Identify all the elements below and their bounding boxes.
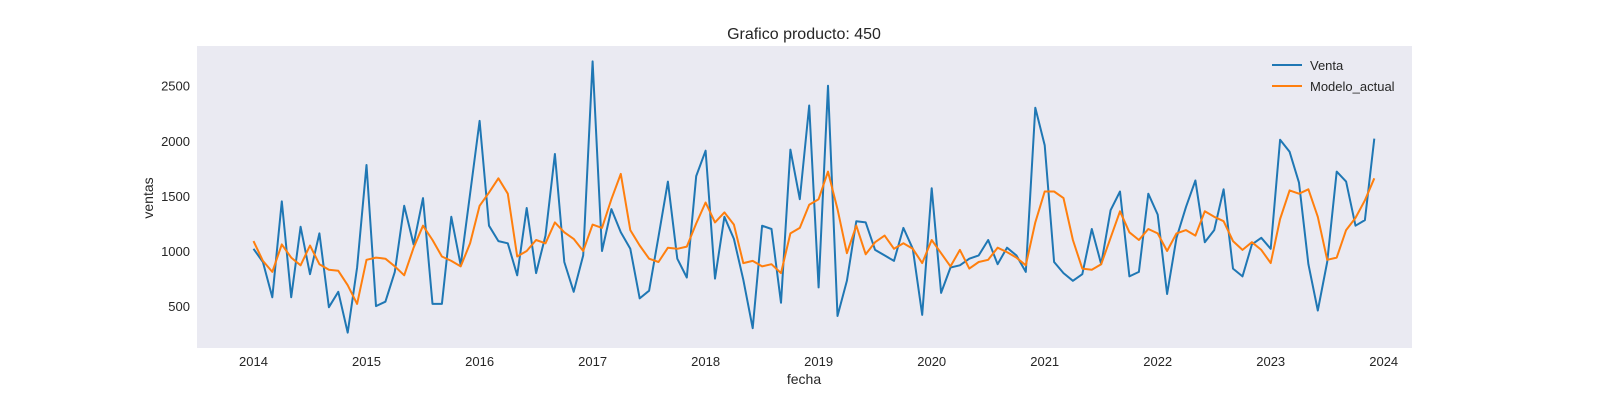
chart-title: Grafico producto: 450 [727,26,881,43]
x-tick-label: 2024 [1369,354,1398,369]
y-tick-label: 2000 [161,134,190,149]
y-axis-ticks: 500 1000 1500 2000 2500 [161,79,190,314]
x-tick-label: 2019 [804,354,833,369]
x-axis-label: fecha [787,371,821,387]
y-tick-label: 1000 [161,244,190,259]
legend-label-venta: Venta [1310,58,1344,73]
x-tick-label: 2015 [352,354,381,369]
x-tick-label: 2020 [917,354,946,369]
y-tick-label: 2500 [161,79,190,94]
plot-background [197,46,1412,348]
series-lines [252,60,1376,334]
x-tick-label: 2022 [1143,354,1172,369]
x-axis-ticks: 2014 2015 2016 2017 2018 2019 2020 2021 2022 2023… [239,354,1398,369]
x-tick-label: 2021 [1030,354,1059,369]
x-tick-label: 2014 [239,354,268,369]
y-tick-label: 500 [168,299,190,314]
legend-label-modelo-actual: Modelo_actual [1310,79,1395,94]
series-line-venta [252,60,1376,334]
y-axis-label: ventas [140,177,156,218]
y-tick-label: 1500 [161,189,190,204]
x-tick-label: 2017 [578,354,607,369]
legend: Venta Modelo_actual [1272,58,1395,94]
x-tick-label: 2016 [465,354,494,369]
x-tick-label: 2018 [691,354,720,369]
x-tick-label: 2023 [1256,354,1285,369]
series-line-modelo-actual [252,170,1376,305]
